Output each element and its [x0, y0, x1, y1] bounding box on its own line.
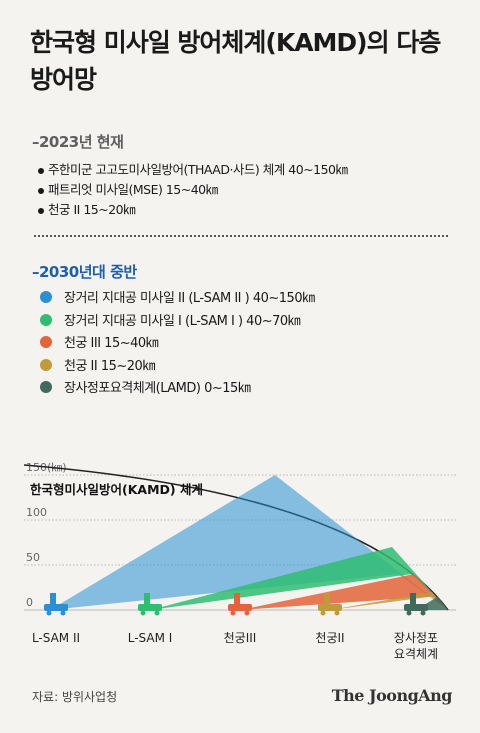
- y-tick-label: 50: [26, 551, 40, 564]
- section-heading-2023: –2023년 현재: [32, 133, 124, 151]
- launcher-icon: [144, 593, 150, 604]
- list-item: 천궁 II 15~20㎞: [38, 200, 348, 220]
- launcher-icon: [324, 593, 330, 604]
- system-label: 천궁III: [224, 630, 257, 645]
- bullet-icon: [38, 207, 44, 214]
- future-systems-legend: 장거리 지대공 미사일 II (L-SAM II ) 40~150㎞ 장거리 지…: [40, 288, 315, 401]
- launcher-wheel-icon: [140, 610, 146, 616]
- y-tick-label: 0: [26, 596, 33, 609]
- section-heading-2030: –2030년대 중반: [32, 263, 137, 281]
- legend-dot-icon: [40, 291, 52, 303]
- launcher-icon: [50, 593, 56, 604]
- system-label: 장사정포: [394, 631, 438, 645]
- legend-dot-icon: [40, 381, 52, 393]
- legend-item: 장거리 지대공 미사일 I (L-SAM I ) 40~70㎞: [40, 311, 315, 334]
- coverage-wedge: [330, 592, 448, 610]
- launcher-wheel-icon: [60, 610, 66, 616]
- dotted-divider: [34, 235, 448, 237]
- launcher-icon: [410, 593, 416, 604]
- bullet-icon: [38, 167, 44, 174]
- launcher-wheel-icon: [420, 610, 426, 616]
- publisher-logo: The JoongAng: [331, 686, 453, 705]
- chart-title: 한국형미사일방어(KAMD) 체계: [30, 482, 203, 497]
- launcher-wheel-icon: [320, 610, 326, 616]
- legend-item: 천궁 III 15~40㎞: [40, 333, 315, 356]
- page-title: 한국형 미사일 방어체계(KAMD)의 다층 방어망: [30, 28, 441, 94]
- launcher-wheel-icon: [154, 610, 160, 616]
- legend-dot-icon: [40, 358, 52, 371]
- launcher-wheel-icon: [334, 610, 340, 616]
- coverage-wedge: [150, 547, 448, 610]
- launcher-icon: [318, 604, 342, 611]
- launcher-icon: [138, 604, 162, 611]
- launcher-icon: [234, 593, 240, 604]
- launcher-wheel-icon: [406, 610, 412, 616]
- launcher-wheel-icon: [244, 610, 250, 616]
- launcher-icon: [404, 604, 428, 611]
- current-systems-list: 주한미군 고고도미사일방어(THAAD·사드) 체계 40~150㎞ 패트리엇 …: [38, 160, 348, 220]
- legend-item: 장거리 지대공 미사일 II (L-SAM II ) 40~150㎞: [40, 288, 315, 311]
- launcher-icon: [44, 604, 68, 611]
- launcher-icon: [228, 604, 252, 611]
- y-tick-label: 100: [26, 506, 47, 519]
- legend-dot-icon: [40, 313, 52, 326]
- legend-dot-icon: [40, 336, 52, 348]
- legend-item: 천궁 II 15~20㎞: [40, 356, 315, 379]
- list-item: 패트리엇 미사일(MSE) 15~40㎞: [38, 180, 348, 200]
- launcher-wheel-icon: [230, 610, 236, 616]
- coverage-wedge: [240, 574, 448, 610]
- launcher-wheel-icon: [46, 610, 52, 616]
- system-label: 천궁II: [315, 630, 344, 645]
- system-label: L-SAM I: [128, 631, 173, 645]
- bullet-icon: [38, 187, 44, 194]
- legend-item: 장사정포요격체계(LAMD) 0~15㎞: [40, 378, 315, 401]
- list-item: 주한미군 고고도미사일방어(THAAD·사드) 체계 40~150㎞: [38, 160, 348, 180]
- system-label: L-SAM II: [32, 631, 80, 645]
- system-label: 요격체계: [394, 647, 438, 661]
- source-note: 자료: 방위사업청: [32, 690, 118, 704]
